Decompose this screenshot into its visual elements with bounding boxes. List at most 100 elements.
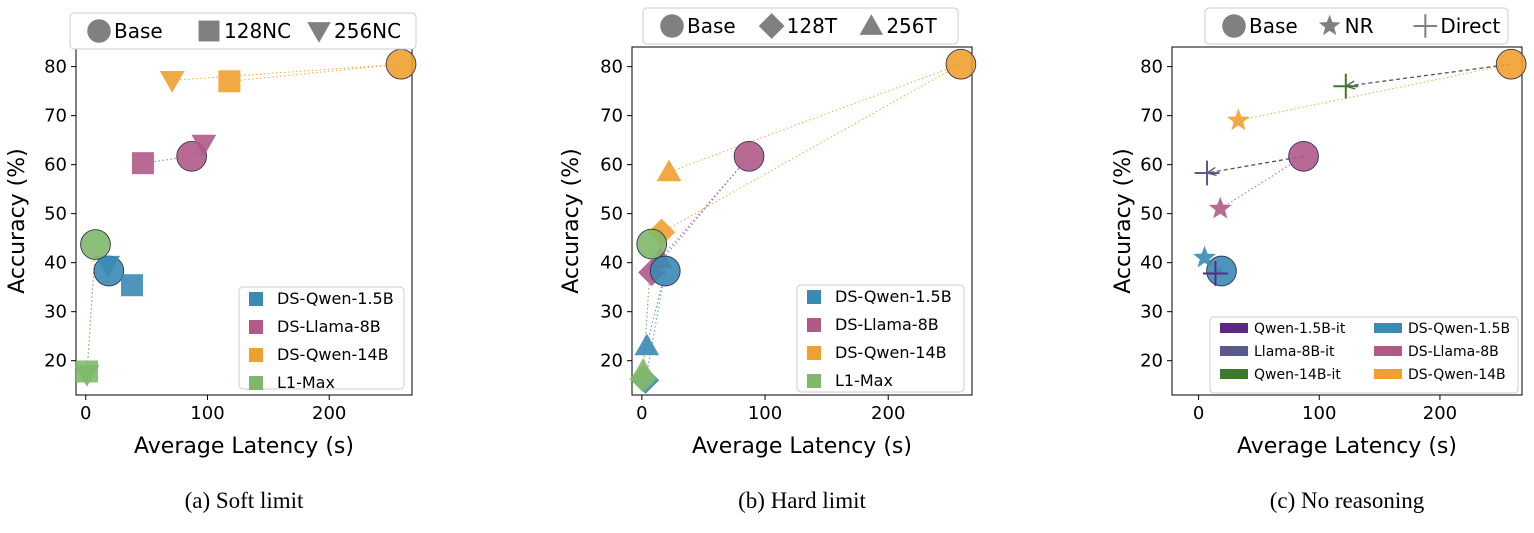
x-tick-label: 0: [1193, 403, 1204, 424]
y-tick-label: 70: [44, 106, 67, 127]
top-legend: Base 128T 256T: [642, 7, 959, 45]
series-legend: DS-Qwen-1.5B DS-Llama-8B DS-Qwen-14B L1-Max: [796, 284, 965, 393]
connector-line: [661, 63, 962, 233]
legend-swatch: [1220, 346, 1248, 356]
legend-label: Qwen-1.5B-it: [1254, 321, 1346, 337]
legend-label: DS-Qwen-14B: [1408, 367, 1506, 383]
data-point-l1-max-base: [636, 228, 668, 260]
x-tick-label: 100: [748, 403, 782, 424]
legend-label: DS-Qwen-1.5B: [1408, 321, 1510, 337]
chart-panel-1: 0 100 200 20 30 40 50 60 70 80 Average Latency (s)…: [5, 12, 417, 513]
data-point-ds-llama-8b-base: [733, 140, 765, 172]
chart-panel-3: 0 100 200 20 30 40 50 60 70 80 Average Latency (s)…: [1111, 7, 1527, 513]
legend-label: DS-Qwen-14B: [835, 343, 947, 362]
data-point-ds-qwen-1-5b-nr: [1193, 245, 1216, 268]
legend-label: 128T: [787, 14, 838, 38]
legend-label: NR: [1345, 14, 1374, 38]
y-tick-label: 50: [600, 204, 623, 225]
y-tick-label: 50: [44, 204, 67, 225]
plot-frame: [1171, 46, 1523, 396]
data-point-ds-qwen-14b-256t: [656, 159, 682, 182]
data-point-ds-llama-8b-256nc: [191, 134, 217, 157]
y-tick-label: 80: [1140, 57, 1163, 78]
connector-line: [659, 155, 750, 260]
legend-label: 256NC: [334, 19, 401, 43]
legend-swatch: [249, 376, 263, 390]
data-point-ds-qwen-14b-128t: [647, 218, 676, 246]
y-tick-label: 60: [600, 155, 623, 176]
legend-label: Direct: [1440, 14, 1500, 38]
connector-line: [229, 63, 402, 82]
legend-label: DS-Qwen-14B: [277, 345, 389, 364]
legend-marker-tri-up: [859, 14, 884, 35]
connector-line: [172, 63, 402, 81]
legend-swatch: [249, 292, 263, 306]
legend-label: Base: [114, 19, 163, 43]
data-point-ds-qwen-1-5b-128nc: [121, 274, 143, 297]
x-axis-label: Average Latency (s): [134, 434, 354, 459]
panel-caption: (a) Soft limit: [185, 488, 304, 513]
x-tick-label: 200: [1423, 403, 1457, 424]
legend-box: [69, 12, 417, 50]
y-axis-label: Accuracy (%): [559, 148, 584, 294]
direct-arrow-line: [1206, 155, 1304, 174]
data-point-ds-qwen-14b-base: [945, 48, 977, 80]
x-tick-label: 100: [190, 403, 224, 424]
legend-swatch: [1374, 346, 1402, 356]
legend-box: [796, 284, 965, 393]
y-tick-label: 40: [600, 253, 623, 274]
legend-box: [1209, 316, 1519, 394]
data-point-ds-qwen-14b-nr: [1226, 108, 1250, 131]
data-point-ds-llama-8b-base: [176, 140, 207, 172]
direct-arrow-line: [1345, 63, 1512, 87]
y-tick-label: 30: [44, 302, 67, 323]
legend-marker-star: [1318, 14, 1341, 36]
direct-arrow-head: [1205, 166, 1217, 177]
legend-label: Llama-8B-it: [1254, 344, 1335, 360]
legend-swatch: [807, 290, 821, 304]
legend-marker-tri-down: [307, 22, 331, 43]
x-tick-label: 0: [636, 403, 647, 424]
x-tick-label: 200: [871, 403, 905, 424]
legend-label: DS-Qwen-1.5B: [835, 287, 952, 306]
legend-marker-circle: [87, 19, 111, 43]
y-tick-label: 20: [600, 351, 623, 372]
y-axis-label: Accuracy (%): [5, 148, 30, 294]
legend-marker-circle: [1222, 14, 1246, 38]
data-point-ds-llama-8b-128nc: [131, 152, 154, 175]
y-tick-label: 80: [600, 57, 623, 78]
legend-box: [1204, 7, 1509, 45]
legend-box: [238, 286, 405, 390]
x-tick-label: 0: [80, 403, 91, 424]
series-legend: DS-Qwen-1.5B DS-Llama-8B DS-Qwen-14B L1-Max: [238, 286, 405, 392]
data-point-ds-qwen-14b-128nc: [218, 70, 241, 93]
connector-line: [1220, 155, 1304, 210]
connector-line: [645, 270, 666, 381]
legend-marker-diamond: [758, 13, 785, 39]
y-tick-label: 20: [44, 351, 67, 372]
panel-caption: (b) Hard limit: [738, 488, 866, 513]
y-axis-label: Accuracy (%): [1111, 148, 1136, 294]
legend-label: Base: [1249, 14, 1298, 38]
panel-caption: (c) No reasoning: [1270, 488, 1425, 513]
legend-label: DS-Llama-8B: [1408, 344, 1499, 360]
legend-label: DS-Qwen-1.5B: [277, 289, 394, 308]
data-point-ds-qwen-14b-base: [1495, 48, 1527, 80]
data-point-l1-max-256t: [630, 358, 656, 380]
plot-frame: [631, 46, 973, 396]
y-tick-label: 60: [44, 155, 67, 176]
legend-swatch: [1220, 369, 1248, 379]
connector-line: [86, 244, 96, 375]
x-tick-label: 100: [1302, 403, 1336, 424]
legend-swatch: [1374, 323, 1402, 333]
legend-marker-circle: [660, 14, 684, 38]
top-legend: Base NR Direct: [1204, 7, 1509, 45]
legend-label: L1-Max: [277, 373, 335, 392]
legend-label: L1-Max: [835, 371, 893, 390]
legend-swatch: [807, 374, 821, 388]
legend-label: DS-Llama-8B: [835, 315, 939, 334]
connector-line: [668, 63, 962, 173]
data-point-ds-qwen-1-5b-256t: [634, 333, 660, 356]
data-point-ds-llama-8b-nr: [1208, 196, 1232, 219]
